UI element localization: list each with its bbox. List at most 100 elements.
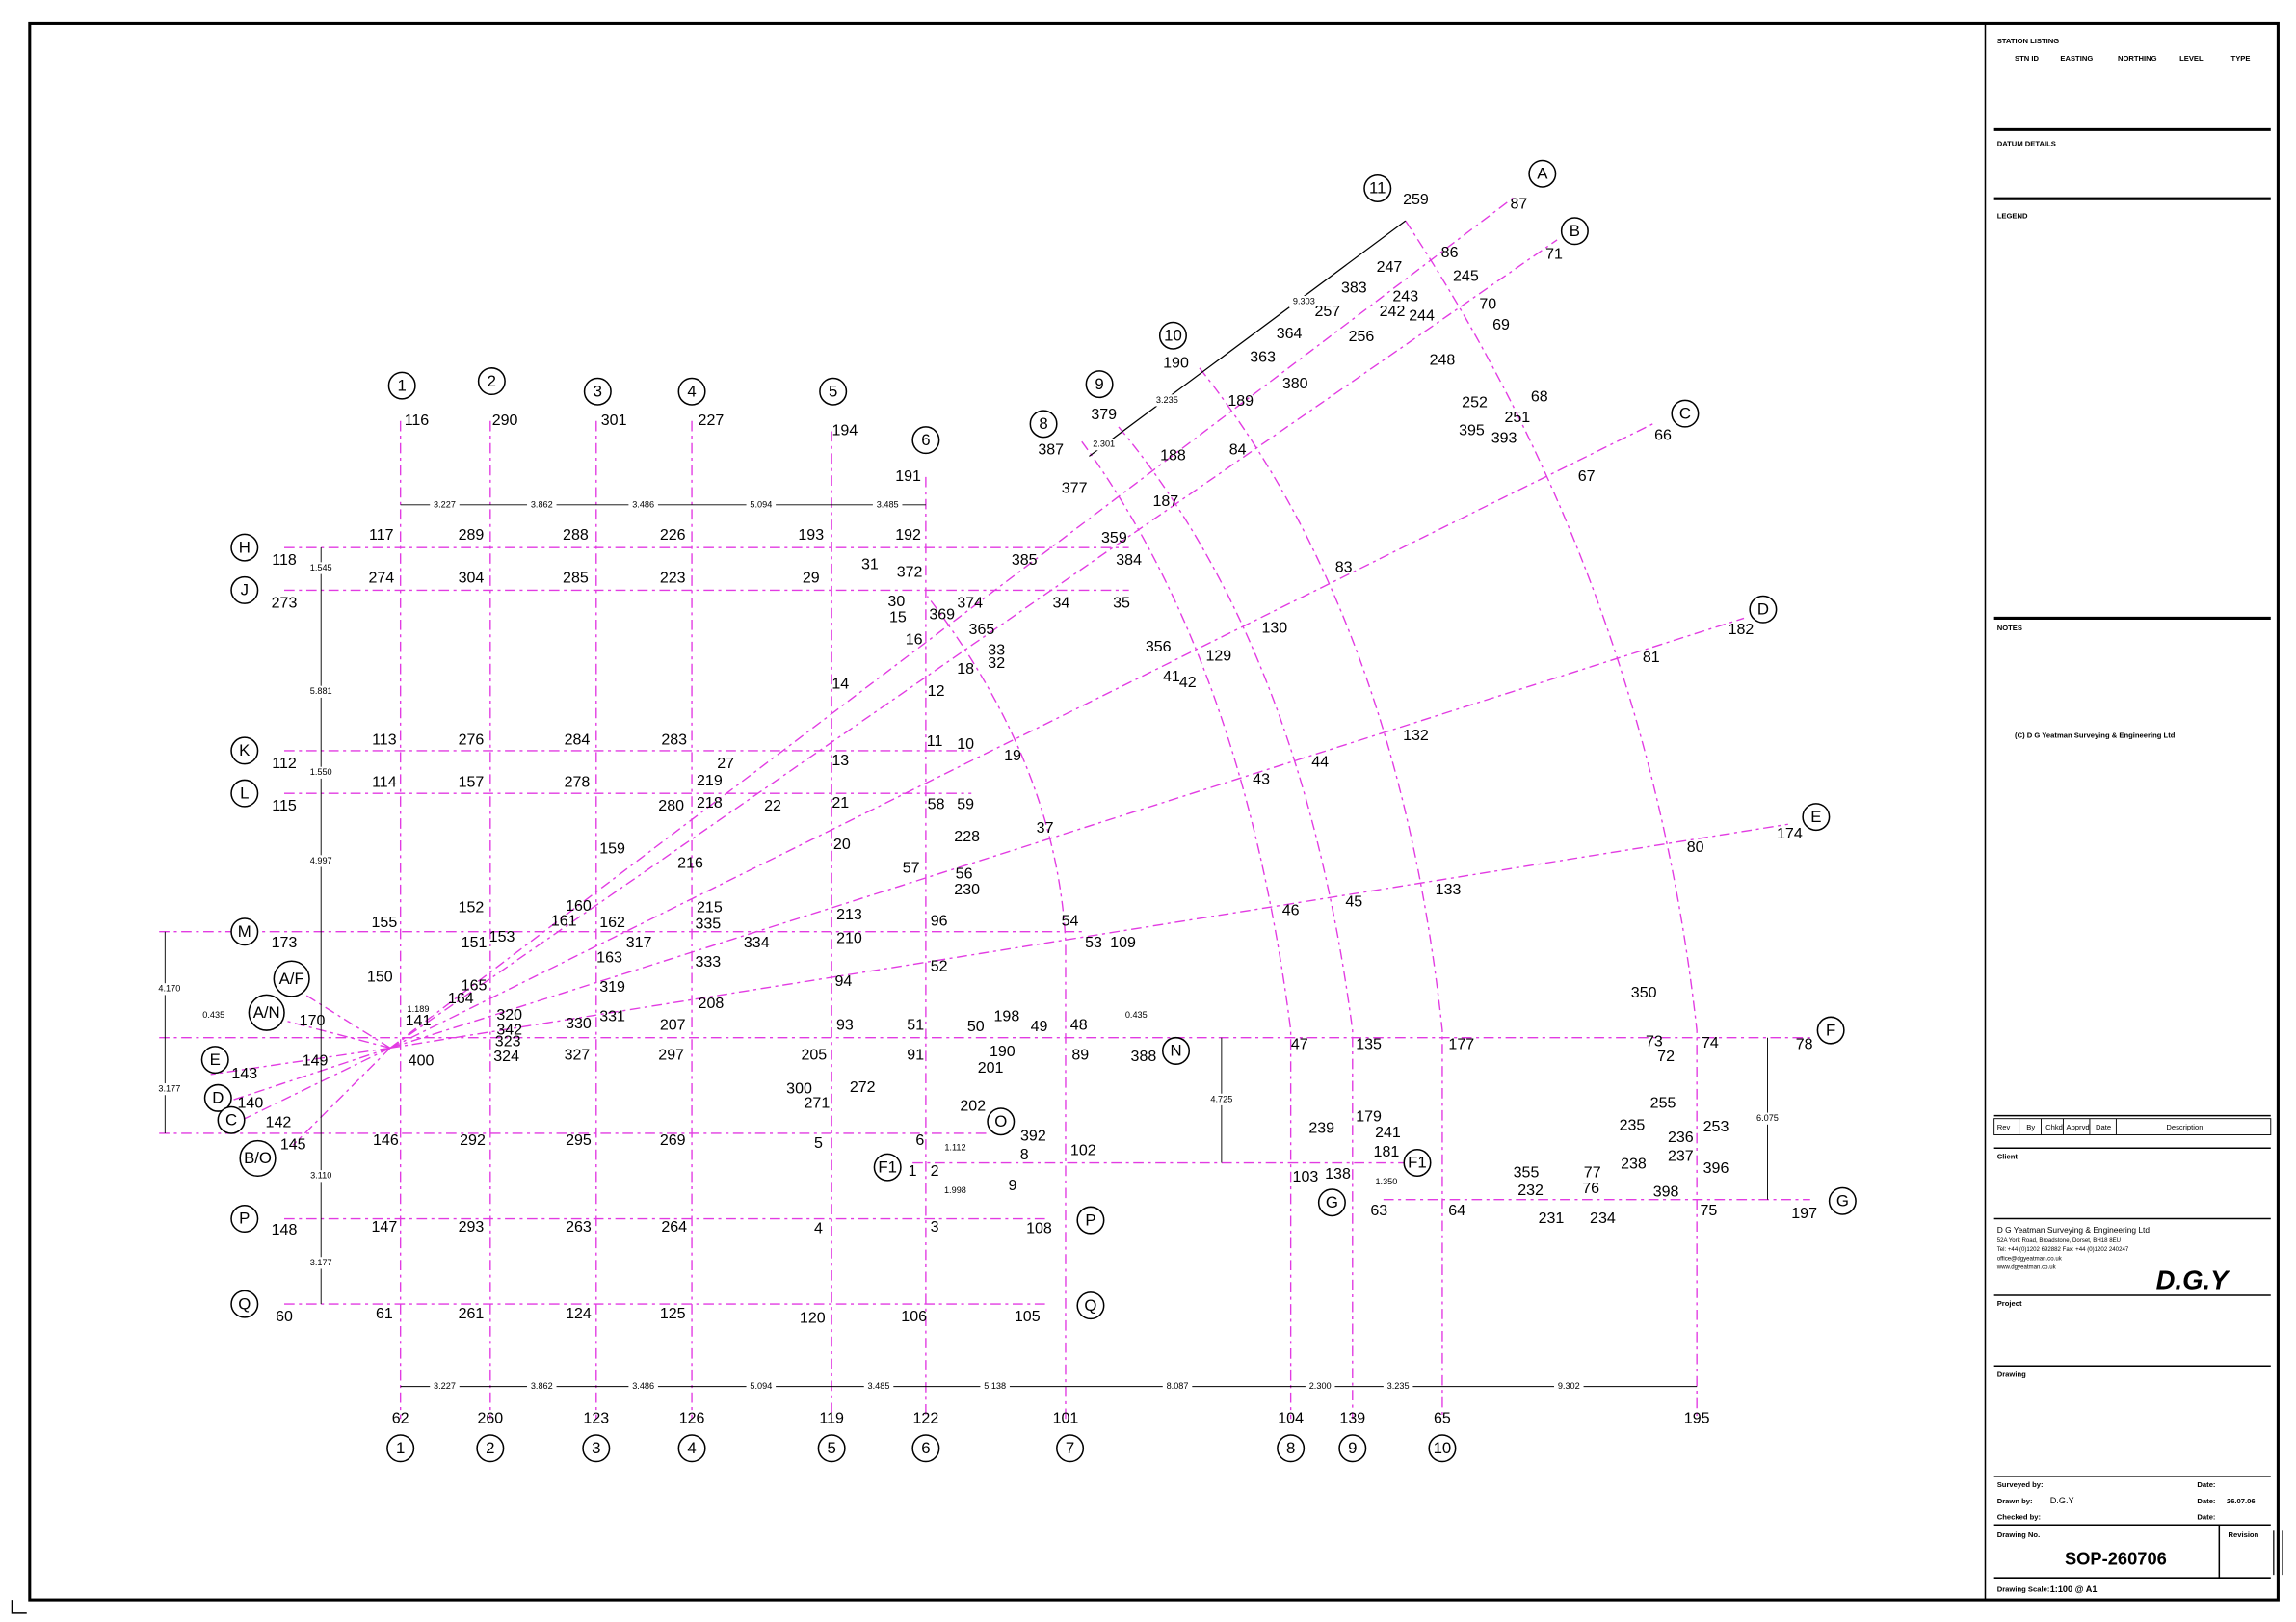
station-label: 173: [272, 934, 298, 951]
station-label: 124: [566, 1305, 592, 1322]
grid-bubble: [1828, 1186, 1857, 1215]
dimension-label: 5.881: [310, 686, 332, 696]
grid-bubble: [911, 1434, 940, 1463]
dimension-label: 2.301: [1093, 439, 1115, 449]
grid-bubble: [239, 1139, 277, 1178]
title-block-text: TYPE: [2231, 54, 2251, 63]
title-block-text: Client: [1997, 1152, 2019, 1160]
station-label: 44: [1311, 753, 1329, 770]
station-label: 238: [1621, 1155, 1647, 1172]
station-label: 284: [565, 731, 591, 748]
station-label: 301: [601, 412, 627, 429]
title-block-text: Checked by:: [1997, 1513, 2041, 1522]
station-label: 247: [1377, 258, 1403, 276]
station-label: 170: [300, 1012, 326, 1029]
station-label: 58: [928, 796, 945, 813]
dimension-bg: [1753, 1112, 1782, 1125]
grid-bubble: [987, 1107, 1016, 1136]
station-label: 248: [1430, 351, 1456, 368]
dimension-bg: [1289, 295, 1319, 308]
title-block-text: Apprvd: [2066, 1123, 2089, 1131]
station-label: 64: [1448, 1202, 1465, 1219]
radial-line: [221, 1047, 391, 1105]
station-label: 191: [895, 467, 921, 485]
title-block-text: (C) D G Yeatman Surveying & Engineering …: [2015, 731, 2176, 740]
station-label: 177: [1448, 1036, 1474, 1053]
station-label: 57: [903, 859, 920, 876]
grid-bubble: [1749, 595, 1778, 624]
station-label: 227: [699, 412, 725, 429]
grid-bubble: [677, 1434, 706, 1463]
station-label: 78: [1796, 1036, 1813, 1053]
title-block-text: LEVEL: [2179, 54, 2204, 63]
dimension-bg: [430, 1380, 460, 1393]
grid-bubble: [817, 1434, 846, 1463]
station-label: 152: [459, 899, 485, 917]
station-label: 76: [1582, 1180, 1599, 1197]
station-label: 126: [679, 1409, 705, 1426]
station-label: 65: [1434, 1409, 1451, 1426]
station-label: 37: [1037, 819, 1054, 837]
grid-label: 4: [687, 1439, 696, 1457]
dimension-bg: [527, 1380, 557, 1393]
station-label: 331: [599, 1008, 625, 1025]
grid-bubble: [387, 371, 416, 400]
station-label: 163: [596, 948, 622, 966]
dimension-bg: [1162, 1380, 1193, 1393]
station-label: 292: [460, 1131, 486, 1149]
station-label: 181: [1374, 1143, 1400, 1160]
station-label: 218: [697, 794, 723, 811]
grid-bubble: [1816, 1016, 1845, 1045]
station-label: 66: [1654, 426, 1672, 443]
station-label: 323: [495, 1033, 521, 1050]
station-label: 118: [272, 551, 297, 569]
station-label: 241: [1375, 1124, 1401, 1141]
dimension-label: 3.177: [310, 1258, 332, 1267]
station-label: 20: [833, 836, 851, 853]
grid-label: 2: [486, 1439, 494, 1457]
dimension-bg: [154, 1083, 185, 1096]
grid-label: D: [1757, 599, 1769, 618]
station-label: 261: [459, 1305, 485, 1322]
station-label: 278: [565, 774, 591, 791]
title-block-text: SOP-260706: [2065, 1549, 2167, 1569]
station-label: 105: [1015, 1308, 1041, 1325]
station-label: 157: [459, 774, 485, 791]
grid-label: 3: [594, 382, 602, 400]
grid-label: F1: [1408, 1154, 1427, 1172]
radial-line: [389, 617, 1745, 1050]
station-label: 379: [1091, 406, 1117, 423]
station-label: 372: [897, 563, 923, 580]
title-block-text: D.G.Y: [2050, 1496, 2074, 1505]
station-label: 11: [927, 732, 943, 750]
grid-bubble: [217, 1105, 246, 1134]
grid-bubble: [582, 1434, 611, 1463]
title-block-text: www.dgyeatman.co.uk: [1996, 1264, 2057, 1271]
station-label: 113: [372, 731, 397, 748]
title-block-text: Chkd: [2045, 1123, 2063, 1131]
station-label: 116: [405, 412, 430, 429]
grid-label: 5: [829, 382, 837, 400]
station-label: 106: [901, 1308, 927, 1325]
station-label: 33: [988, 641, 1005, 658]
station-label: 125: [660, 1305, 686, 1322]
station-label: 242: [1380, 303, 1406, 320]
station-label: 320: [496, 1006, 522, 1024]
station-label: 9: [1009, 1177, 1017, 1194]
dimension-label: 3.862: [531, 499, 553, 509]
grid-bubble: [1076, 1291, 1105, 1320]
station-label: 190: [1163, 354, 1189, 371]
station-label: 192: [895, 526, 921, 544]
dimension-bg: [198, 1009, 228, 1022]
grid-arc: [926, 596, 1067, 1420]
grid-bubble: [248, 994, 285, 1031]
station-label: 289: [459, 526, 485, 544]
station-label: 283: [661, 731, 687, 748]
station-label: 252: [1462, 394, 1488, 412]
dimension-label: 3.485: [877, 499, 899, 509]
grid-label: P: [239, 1210, 250, 1228]
grid-label: 10: [1164, 326, 1182, 344]
dimension-label: 1.998: [944, 1185, 966, 1195]
station-label: 35: [1113, 594, 1130, 611]
